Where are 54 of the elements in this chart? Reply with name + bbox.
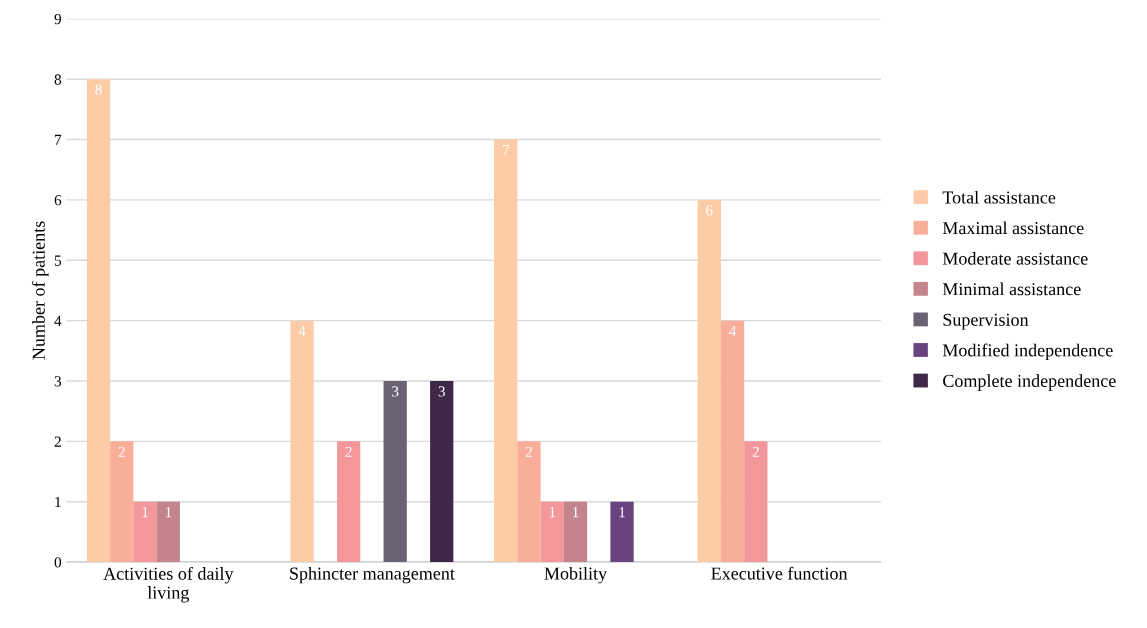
x-tick-label: Executive function — [711, 566, 848, 580]
data-label: 1 — [619, 507, 625, 518]
bar — [494, 139, 518, 563]
bar — [744, 441, 768, 563]
legend-label: Total assistance — [942, 190, 1056, 204]
bar — [720, 320, 745, 563]
bar — [610, 501, 634, 563]
y-tick-label: 6 — [54, 195, 62, 206]
bar — [517, 441, 541, 563]
data-label: 7 — [502, 144, 510, 155]
bar — [430, 380, 454, 563]
y-tick-label: 7 — [55, 134, 62, 145]
y-tick-label: 3 — [54, 376, 62, 387]
data-label: 1 — [165, 507, 172, 518]
legend-label: Modified independence — [942, 343, 1113, 361]
bar — [133, 501, 157, 563]
y-axis-title: Number of patients — [31, 221, 49, 360]
y-tick-label: 0 — [54, 557, 62, 568]
y-tick-label: 2 — [54, 436, 61, 447]
data-label: 3 — [438, 386, 445, 397]
data-label: 6 — [706, 205, 713, 216]
data-label: 8 — [95, 84, 102, 95]
data-label: 2 — [525, 446, 532, 457]
y-tick-label: 5 — [54, 255, 62, 266]
data-label: 3 — [392, 386, 399, 397]
x-tick-label: Sphincter management — [290, 566, 455, 584]
data-label: 2 — [752, 446, 759, 457]
data-label: 2 — [345, 446, 352, 457]
legend-label: Maximal assistance — [942, 221, 1084, 235]
legend-label: Complete independence — [943, 374, 1116, 391]
y-tick-label: 8 — [54, 74, 62, 85]
data-label: 4 — [729, 326, 737, 337]
bar — [110, 441, 134, 563]
y-tick-label: 4 — [54, 315, 62, 326]
y-tick-label: 9 — [54, 14, 62, 25]
bar — [697, 199, 721, 563]
data-label: 1 — [549, 507, 556, 518]
x-tick-label: Mobility — [544, 566, 608, 584]
legend-label: Moderate assistance — [942, 252, 1088, 265]
legend-label: Minimal assistance — [942, 282, 1081, 296]
bar — [383, 380, 407, 563]
bar — [337, 441, 361, 563]
bar — [86, 79, 111, 563]
bar — [563, 501, 588, 563]
bar — [290, 320, 314, 563]
legend-label: Supervision — [943, 313, 1029, 330]
bar — [156, 501, 180, 563]
data-label: 4 — [298, 326, 306, 337]
bar — [540, 501, 564, 563]
data-label: 1 — [573, 507, 579, 518]
data-label: 1 — [142, 507, 148, 518]
x-tick-label: Activities of daily living — [103, 566, 234, 603]
data-label: 2 — [118, 446, 125, 457]
y-tick-label: 1 — [55, 496, 61, 507]
